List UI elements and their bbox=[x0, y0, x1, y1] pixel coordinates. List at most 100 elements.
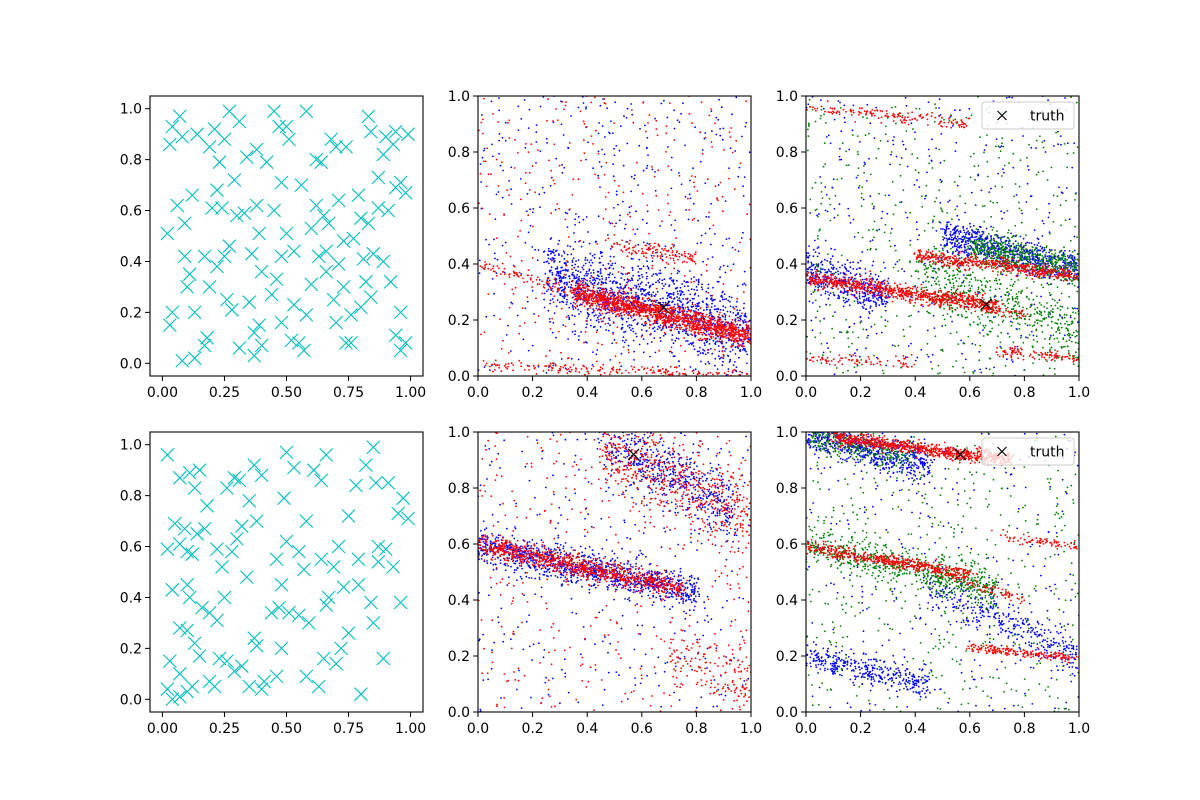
data-point-x-marker bbox=[376, 254, 391, 269]
data-point bbox=[699, 352, 702, 355]
data-point bbox=[585, 106, 587, 108]
y-tick-label: 0.0 bbox=[120, 356, 142, 372]
data-point bbox=[644, 294, 647, 297]
data-point bbox=[613, 280, 615, 283]
data-point bbox=[684, 255, 687, 258]
data-point bbox=[571, 261, 574, 263]
data-point bbox=[605, 329, 607, 331]
data-point bbox=[693, 217, 695, 220]
data-point bbox=[646, 204, 649, 207]
data-point bbox=[605, 268, 607, 271]
data-point bbox=[588, 285, 590, 288]
data-point bbox=[627, 247, 630, 250]
data-point bbox=[658, 349, 661, 352]
data-point bbox=[723, 372, 726, 375]
data-point-x-marker bbox=[254, 264, 269, 279]
data-point bbox=[722, 283, 725, 285]
data-point bbox=[589, 293, 592, 295]
data-point bbox=[698, 333, 700, 335]
data-point-x-marker bbox=[393, 305, 408, 320]
data-point bbox=[482, 360, 485, 362]
data-point bbox=[524, 241, 527, 244]
data-point bbox=[808, 254, 811, 257]
data-point bbox=[484, 364, 487, 367]
data-point bbox=[550, 250, 552, 253]
data-point bbox=[725, 238, 728, 241]
data-point-x-marker bbox=[279, 119, 294, 134]
data-point bbox=[884, 309, 887, 312]
data-point bbox=[632, 121, 635, 124]
data-point bbox=[565, 316, 568, 318]
data-point bbox=[647, 318, 650, 321]
data-point bbox=[547, 309, 550, 312]
data-point bbox=[708, 343, 711, 345]
data-point bbox=[625, 284, 628, 286]
data-point bbox=[681, 320, 684, 323]
data-point bbox=[575, 269, 577, 272]
data-point bbox=[657, 306, 660, 309]
data-point bbox=[640, 281, 643, 284]
data-point bbox=[700, 273, 703, 276]
data-point bbox=[541, 280, 543, 283]
data-point bbox=[566, 226, 569, 229]
data-point bbox=[718, 334, 721, 336]
data-point bbox=[558, 260, 561, 263]
data-point bbox=[561, 255, 563, 257]
data-point bbox=[554, 363, 557, 366]
data-point bbox=[692, 310, 695, 312]
data-point bbox=[712, 339, 715, 342]
data-point bbox=[609, 301, 612, 304]
data-point bbox=[547, 250, 550, 253]
data-point bbox=[560, 123, 563, 126]
data-point bbox=[561, 295, 564, 298]
y-tick-label: 0.4 bbox=[120, 254, 142, 270]
data-point bbox=[618, 149, 621, 152]
data-point bbox=[872, 260, 875, 263]
data-point bbox=[502, 339, 504, 342]
data-point bbox=[741, 345, 743, 347]
data-point bbox=[631, 309, 633, 312]
data-point bbox=[710, 324, 713, 327]
data-point-x-marker bbox=[398, 185, 413, 200]
data-point bbox=[810, 293, 813, 295]
data-point bbox=[626, 213, 629, 216]
data-point bbox=[609, 260, 612, 262]
data-point bbox=[556, 272, 559, 275]
data-point bbox=[1076, 264, 1079, 267]
data-point bbox=[580, 159, 582, 162]
data-point bbox=[711, 302, 713, 305]
data-point bbox=[583, 305, 586, 308]
data-point bbox=[677, 299, 679, 302]
data-point bbox=[724, 200, 727, 203]
data-point bbox=[704, 132, 707, 134]
data-point bbox=[646, 292, 649, 294]
data-point bbox=[559, 276, 561, 279]
data-point bbox=[508, 137, 511, 139]
data-point bbox=[694, 334, 697, 337]
data-point bbox=[523, 99, 526, 101]
data-point bbox=[689, 299, 691, 302]
data-point bbox=[616, 243, 619, 246]
data-point bbox=[675, 337, 678, 339]
data-point bbox=[714, 319, 716, 322]
data-point bbox=[739, 323, 741, 326]
data-point bbox=[556, 291, 559, 293]
data-point bbox=[549, 271, 551, 273]
data-point bbox=[695, 324, 698, 326]
data-point bbox=[637, 303, 639, 306]
data-point bbox=[588, 296, 590, 299]
data-point bbox=[1044, 276, 1046, 279]
data-point bbox=[582, 102, 585, 104]
data-point bbox=[639, 282, 642, 285]
data-point bbox=[676, 272, 679, 275]
data-point bbox=[590, 295, 593, 298]
data-point bbox=[479, 172, 482, 175]
data-point bbox=[674, 309, 677, 312]
data-point bbox=[572, 271, 574, 274]
data-point bbox=[685, 313, 688, 315]
data-point bbox=[615, 193, 618, 196]
data-point bbox=[692, 167, 694, 170]
data-point bbox=[593, 278, 596, 281]
data-point bbox=[481, 207, 484, 210]
data-point bbox=[587, 315, 590, 318]
